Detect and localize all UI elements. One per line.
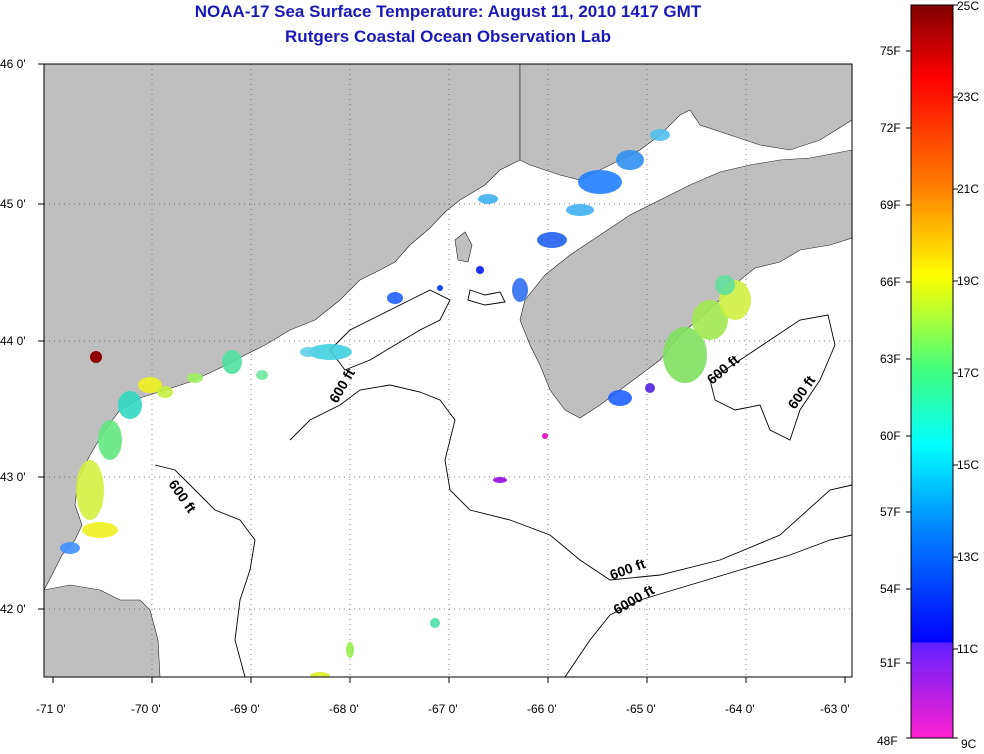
cb-label-57f: 57F <box>880 505 901 519</box>
lon-label-69: -69 0' <box>230 702 260 716</box>
bathymetry-contours <box>154 289 852 677</box>
cb-label-48f: 48F <box>877 734 898 748</box>
colorbar-ticks <box>906 4 958 739</box>
lon-label-70: -70 0' <box>131 702 161 716</box>
cb-label-9c: 9C <box>961 737 977 751</box>
map-frame <box>43 63 853 678</box>
cb-label-51f: 51F <box>880 656 901 670</box>
cb-label-75f: 75F <box>880 44 901 58</box>
land-new-brunswick <box>519 64 852 181</box>
lon-label-71: -71 0' <box>36 702 66 716</box>
lon-label-65: -65 0' <box>626 702 656 716</box>
lat-label-42: 42 0' <box>0 602 26 616</box>
land-new-england <box>44 64 521 591</box>
map-subtitle: Rutgers Coastal Ocean Observation Lab <box>285 27 611 46</box>
sst-data-patches <box>60 129 751 677</box>
colorbar <box>910 4 954 739</box>
land-cape-cod <box>44 584 161 677</box>
cb-label-63f: 63F <box>880 352 901 366</box>
cb-label-19c: 19C <box>957 274 979 288</box>
lon-label-67: -67 0' <box>428 702 458 716</box>
cb-label-17c: 17C <box>957 366 979 380</box>
cb-label-11c: 11C <box>957 642 978 656</box>
cb-label-72f: 72F <box>880 121 901 135</box>
land-grand-manan <box>454 231 473 263</box>
cb-label-15c: 15C <box>957 458 979 472</box>
lon-label-63: -63 0' <box>820 702 850 716</box>
cb-label-13c: 13C <box>957 550 979 564</box>
cb-label-60f: 60F <box>880 429 901 443</box>
cb-label-66f: 66F <box>880 275 901 289</box>
lat-label-43: 43 0' <box>0 470 26 484</box>
lat-label-45: 45 0' <box>0 197 26 211</box>
lon-label-66: -66 0' <box>527 702 557 716</box>
lon-label-64: -64 0' <box>725 702 755 716</box>
cb-label-25c: 25C <box>957 0 979 13</box>
lat-label-46: 46 0' <box>0 57 26 71</box>
cb-label-54f: 54F <box>880 582 901 596</box>
cb-label-21c: 21C <box>957 182 979 196</box>
lon-label-68: -68 0' <box>329 702 359 716</box>
lat-label-44: 44 0' <box>0 334 26 348</box>
cb-label-69f: 69F <box>880 198 901 212</box>
cb-label-23c: 23C <box>957 90 979 104</box>
axis-ticks <box>38 63 846 683</box>
map-title: NOAA-17 Sea Surface Temperature: August … <box>194 2 702 21</box>
graticule <box>44 64 852 677</box>
